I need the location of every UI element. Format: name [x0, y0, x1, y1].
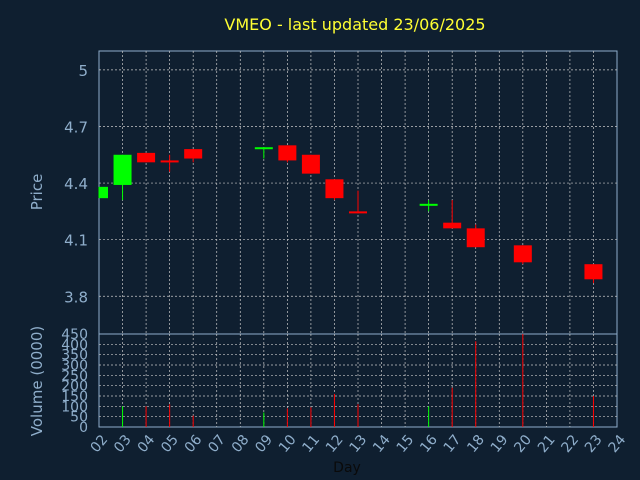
candle-body [466, 228, 485, 248]
price-axis-label: Price [28, 174, 46, 211]
candle-body [254, 147, 273, 150]
volume-tick-label: 150 [61, 389, 88, 405]
candle-body [301, 154, 320, 174]
price-panel: 5 4.7 4.4 4.1 3.8 [64, 50, 618, 335]
volume-tick-label: 450 [61, 327, 88, 343]
volume-axis-label: Volume (0000) [28, 326, 46, 436]
candle-body [137, 152, 156, 163]
volume-tick-label: 0 [79, 420, 88, 436]
day-axis-label: Day [333, 460, 361, 476]
candle-body [513, 245, 532, 263]
candle-body [584, 264, 603, 280]
volume-tick-label: 350 [61, 348, 88, 364]
volume-tick-label: 300 [61, 358, 88, 374]
candle-body [184, 149, 203, 159]
price-tick-label: 3.8 [64, 288, 88, 306]
candle-body [349, 211, 367, 214]
volume-tick-label: 200 [61, 379, 88, 395]
volume-tick-label: 50 [70, 410, 88, 426]
volume-tick-label: 250 [61, 368, 88, 384]
price-tick-label: 4.7 [64, 118, 88, 136]
volume-tick-label: 100 [61, 399, 88, 415]
candle-body [419, 203, 438, 206]
chart-title: VMEO - last updated 23/06/2025 [224, 15, 485, 34]
candle-body [99, 186, 108, 199]
candle-body [160, 160, 179, 163]
volume-tick-label: 400 [61, 337, 88, 353]
price-tick-label: 5 [78, 62, 88, 80]
candle-body [443, 222, 462, 229]
candle-body [325, 179, 344, 199]
candle-body [278, 145, 297, 161]
price-tick-label: 4.1 [64, 232, 88, 250]
candle-body [113, 154, 132, 185]
price-tick-label: 4.4 [64, 175, 88, 193]
